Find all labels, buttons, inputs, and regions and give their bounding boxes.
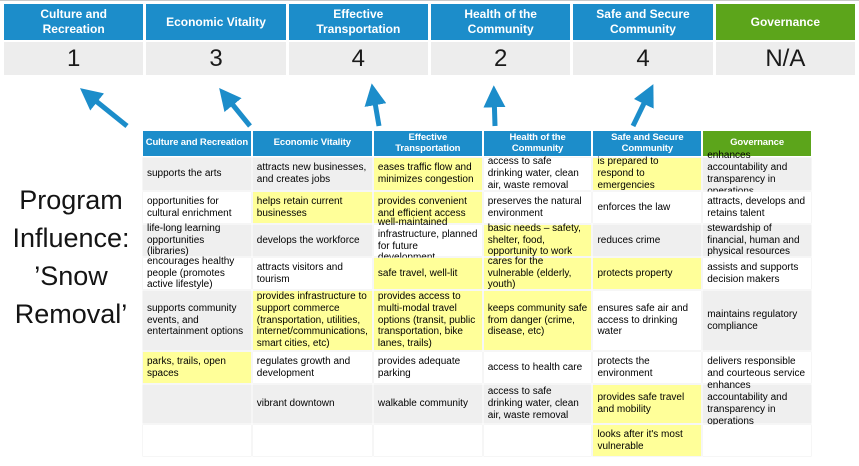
matrix-header-cell-3: Effective Transportation <box>373 131 482 156</box>
matrix-cell-r2c4: preserves the natural environment <box>483 192 592 223</box>
scoreboard-score-6: N/A <box>715 42 855 75</box>
matrix-cell-r8c5: looks after it's most vulnerable <box>593 425 702 456</box>
matrix-cell-r6c2: regulates growth and development <box>252 352 372 383</box>
matrix-cell-r5c6: maintains regulatory compliance <box>703 291 811 350</box>
matrix-cell-r8c4 <box>483 425 592 456</box>
scoreboard-header-row: Culture and Recreation Economic Vitality E… <box>4 4 855 40</box>
up-arrow-icon-4 <box>483 85 506 127</box>
matrix-cell-r1c6: enhances accountability and transparency… <box>703 150 811 197</box>
scoreboard-category-6: Governance <box>715 4 855 40</box>
scoreboard-score-1: 1 <box>4 42 144 75</box>
scoreboard-category-3: Effective Transportation <box>288 4 428 40</box>
program-title-line: Program <box>19 185 123 215</box>
up-arrow-icon-1 <box>80 88 129 128</box>
matrix-header-cell-2: Economic Vitality <box>252 131 372 156</box>
matrix-cell-r2c1: opportunities for cultural enrichment <box>143 192 251 223</box>
matrix-cell-r8c3 <box>373 425 482 456</box>
matrix-cell-r3c5: reduces crime <box>593 225 702 256</box>
program-title-line: ’Snow <box>34 261 108 291</box>
matrix-cell-r1c2: attracts new businesses, and creates job… <box>252 158 372 190</box>
matrix-cell-r6c4: access to health care <box>483 352 592 383</box>
matrix-cell-r4c3: safe travel, well-lit <box>373 258 482 289</box>
matrix-cell-r2c3: provides convenient and efficient access <box>373 192 482 223</box>
matrix-cell-r5c5: ensures safe air and access to drinking … <box>593 291 702 350</box>
matrix-cell-r7c2: vibrant downtown <box>252 385 372 423</box>
matrix-cell-r8c6 <box>703 425 811 456</box>
matrix-cell-r3c2: develops the workforce <box>252 225 372 256</box>
up-arrow-icon-5 <box>630 84 654 128</box>
matrix-cell-r7c6: enhances accountability and transparency… <box>703 380 811 427</box>
matrix-cell-r8c2 <box>252 425 372 456</box>
matrix-cell-r6c3: provides adequate parking <box>373 352 482 383</box>
matrix-cell-r5c3: provides access to multi-modal travel op… <box>373 291 482 350</box>
matrix-cell-r1c4: access to safe drinking water, clean air… <box>483 156 592 191</box>
matrix-cell-r4c6: assists and supports decision makers <box>703 258 811 289</box>
matrix-cell-r1c1: supports the arts <box>143 158 251 190</box>
program-title-line: Removal’ <box>14 299 128 329</box>
matrix-cell-r2c5: enforces the law <box>593 192 702 223</box>
matrix-header-cell-5: Safe and Secure Community <box>593 131 702 156</box>
matrix-cell-r4c2: attracts visitors and tourism <box>252 258 372 289</box>
matrix-cell-r7c1 <box>143 385 251 423</box>
matrix-cell-r5c2: provides infrastructure to support comme… <box>252 291 372 350</box>
matrix-cell-r1c5: is prepared to respond to emergencies <box>593 156 702 191</box>
matrix-cell-r1c3: eases traffic flow and minimizes congest… <box>373 158 482 190</box>
matrix-cell-r8c1 <box>143 425 251 456</box>
up-arrow-icon-3 <box>364 83 387 127</box>
matrix-cell-r5c1: supports community events, and entertain… <box>143 291 251 350</box>
scoreboard-score-2: 3 <box>146 42 286 75</box>
program-title: Program Influence: ’Snow Removal’ <box>0 181 142 333</box>
matrix-cell-r4c4: cares for the vulnerable (elderly, youth… <box>483 256 592 290</box>
matrix-cell-r3c4: basic needs – safety, shelter, food, opp… <box>483 223 592 257</box>
matrix-cell-r2c6: attracts, develops and retains talent <box>703 192 811 223</box>
matrix-cell-r3c1: life-long learning opportunities (librar… <box>143 223 251 257</box>
matrix-cell-r7c5: provides safe travel and mobility <box>593 385 702 423</box>
matrix-cell-r3c6: stewardship of financial, human and phys… <box>703 223 811 257</box>
scoreboard-score-4: 2 <box>430 42 571 75</box>
matrix-cell-r7c3: walkable community <box>373 385 482 423</box>
scoreboard-category-2: Economic Vitality <box>146 4 286 40</box>
scoreboard-score-5: 4 <box>573 42 713 75</box>
matrix-header-cell-1: Culture and Recreation <box>143 131 251 156</box>
scoreboard-score-row: 1 3 4 2 4 N/A <box>4 42 855 75</box>
matrix-cell-r4c1: encourages healthy people (promotes acti… <box>143 256 251 290</box>
matrix-cell-r4c5: protects property <box>593 258 702 289</box>
matrix-cell-r6c1: parks, trails, open spaces <box>143 352 251 383</box>
scoreboard-score-3: 4 <box>288 42 428 75</box>
matrix-cell-r5c4: keeps community safe from danger (crime,… <box>483 291 592 350</box>
values-matrix-table: Culture and Recreation Economic Vitality E… <box>143 131 811 456</box>
matrix-cell-r6c6: delivers responsible and courteous servi… <box>703 352 811 383</box>
matrix-cell-r2c2: helps retain current businesses <box>252 192 372 223</box>
matrix-header-cell-6: Governance <box>703 131 811 156</box>
matrix-cell-r3c3: well-maintained infrastructure, planned … <box>373 217 482 263</box>
scoreboard-category-1: Culture and Recreation <box>4 4 144 40</box>
matrix-cell-r6c5: protects the environment <box>593 352 702 383</box>
up-arrow-icon-2 <box>219 88 252 128</box>
scoreboard-category-4: Health of the Community <box>430 4 571 40</box>
program-title-line: Influence: <box>12 223 130 253</box>
scoreboard-category-5: Safe and Secure Community <box>573 4 713 40</box>
matrix-cell-r7c4: access to safe drinking water, clean air… <box>483 385 592 423</box>
matrix-header-cell-4: Health of the Community <box>483 131 592 156</box>
